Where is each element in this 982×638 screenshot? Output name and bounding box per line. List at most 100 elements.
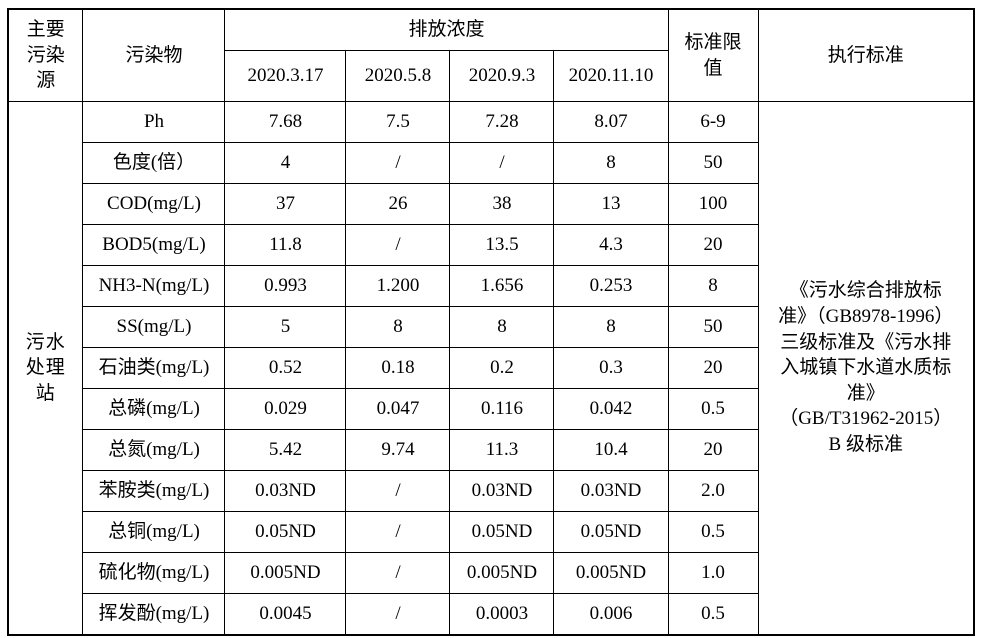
pollutant-name-cell: 石油类(mg/L) [82,347,226,389]
table-row-cod: COD(mg/L) 37 26 38 13 100 [8,183,974,225]
value-cell: 7.28 [449,101,555,143]
value-cell: 4 [224,142,347,184]
value-cell: / [345,552,451,594]
pollutant-name-cell: SS(mg/L) [82,306,226,348]
pollutant-name-cell: 总磷(mg/L) [82,388,226,430]
value-cell: / [345,470,451,512]
table-row-total-phosphorus: 总磷(mg/L) 0.029 0.047 0.116 0.042 0.5 [8,388,974,430]
value-cell: 0.005ND [449,552,555,594]
table-row-nh3n: NH3-N(mg/L) 0.993 1.200 1.656 0.253 8 [8,265,974,307]
pollutant-name-cell: BOD5(mg/L) [82,224,226,266]
table-row-ss: SS(mg/L) 5 8 8 8 50 [8,306,974,348]
table-row-total-nitrogen: 总氮(mg/L) 5.42 9.74 11.3 10.4 20 [8,429,974,471]
value-cell: 0.005ND [553,552,669,594]
value-cell: 11.3 [449,429,555,471]
value-cell: 0.05ND [553,511,669,553]
pollutant-name-cell: 挥发酚(mg/L) [82,593,226,636]
value-cell: / [345,593,451,636]
value-cell: 0.047 [345,388,451,430]
pollutant-name-cell: 总氮(mg/L) [82,429,226,471]
limit-cell: 8 [667,265,759,307]
pollutant-discharge-table: 主要 污染 源 污染物 排放浓度 标准限 值 执行标准 2020.3.17 20… [6,8,975,636]
header-pollutant: 污染物 [82,8,226,102]
table-row-volatile-phenol: 挥发酚(mg/L) 0.0045 / 0.0003 0.006 0.5 [8,593,974,636]
value-cell: 5 [224,306,347,348]
header-date-2: 2020.5.8 [345,50,451,102]
value-cell: 5.42 [224,429,347,471]
value-cell: 8 [553,142,669,184]
pollutant-name-cell: COD(mg/L) [82,183,226,225]
value-cell: 9.74 [345,429,451,471]
value-cell: 10.4 [553,429,669,471]
source-name-cell: 污水 处理 站 [7,101,84,636]
limit-cell: 2.0 [667,470,759,512]
value-cell: 8 [553,306,669,348]
value-cell: 0.993 [224,265,347,307]
value-cell: 0.3 [553,347,669,389]
value-cell: 8.07 [553,101,669,143]
header-date-3: 2020.9.3 [449,50,555,102]
value-cell: / [345,224,451,266]
limit-cell: 50 [667,142,759,184]
value-cell: 0.03ND [449,470,555,512]
value-cell: 1.200 [345,265,451,307]
value-cell: 4.3 [553,224,669,266]
value-cell: 0.042 [553,388,669,430]
value-cell: / [449,142,555,184]
value-cell: 11.8 [224,224,347,266]
limit-cell: 100 [667,183,759,225]
limit-cell: 50 [667,306,759,348]
table-row-bod5: BOD5(mg/L) 11.8 / 13.5 4.3 20 [8,224,974,266]
value-cell: 1.656 [449,265,555,307]
value-cell: 0.0003 [449,593,555,636]
value-cell: 0.05ND [224,511,347,553]
pollutant-name-cell: NH3-N(mg/L) [82,265,226,307]
value-cell: / [345,142,451,184]
value-cell: 0.18 [345,347,451,389]
header-date-4: 2020.11.10 [553,50,669,102]
table-header-row-1: 主要 污染 源 污染物 排放浓度 标准限 值 执行标准 [7,8,975,102]
header-date-1: 2020.3.17 [224,50,347,102]
value-cell: 7.68 [224,101,347,143]
value-cell: 0.029 [224,388,347,430]
value-cell: 7.5 [345,101,451,143]
limit-cell: 6-9 [667,101,759,143]
limit-cell: 0.5 [667,511,759,553]
header-discharge-concentration: 排放浓度 [224,8,669,51]
table-row-sedu: 色度(倍） 4 / / 8 50 [8,142,974,184]
header-standard-limit: 标准限 值 [667,8,759,102]
value-cell: 13 [553,183,669,225]
value-cell: 0.006 [553,593,669,636]
limit-cell: 1.0 [667,552,759,594]
table-row-ph: 污水 处理 站 Ph 7.68 7.5 7.28 8.07 6-9 《污水综合排… [7,101,975,636]
value-cell: 8 [449,306,555,348]
value-cell: 0.05ND [449,511,555,553]
pollutant-name-cell: Ph [82,101,226,143]
value-cell: 0.253 [553,265,669,307]
table-row-total-copper: 总铜(mg/L) 0.05ND / 0.05ND 0.05ND 0.5 [8,511,974,553]
value-cell: 38 [449,183,555,225]
limit-cell: 0.5 [667,388,759,430]
value-cell: 0.0045 [224,593,347,636]
table-header-row-2: 2020.3.17 2020.5.8 2020.9.3 2020.11.10 [8,50,974,102]
value-cell: 8 [345,306,451,348]
value-cell: / [345,511,451,553]
value-cell: 37 [224,183,347,225]
value-cell: 13.5 [449,224,555,266]
pollutant-name-cell: 色度(倍） [82,142,226,184]
executive-standard-cell: 《污水综合排放标 准》（GB8978-1996） 三级标准及《污水排 入城镇下水… [757,101,975,636]
pollutant-name-cell: 硫化物(mg/L) [82,552,226,594]
header-executive-standard: 执行标准 [757,8,975,102]
pollutant-name-cell: 苯胺类(mg/L) [82,470,226,512]
limit-cell: 20 [667,429,759,471]
table-row-sulfide: 硫化物(mg/L) 0.005ND / 0.005ND 0.005ND 1.0 [8,552,974,594]
value-cell: 0.03ND [224,470,347,512]
limit-cell: 20 [667,347,759,389]
pollutant-name-cell: 总铜(mg/L) [82,511,226,553]
limit-cell: 0.5 [667,593,759,636]
value-cell: 0.005ND [224,552,347,594]
value-cell: 0.52 [224,347,347,389]
value-cell: 0.116 [449,388,555,430]
value-cell: 0.03ND [553,470,669,512]
